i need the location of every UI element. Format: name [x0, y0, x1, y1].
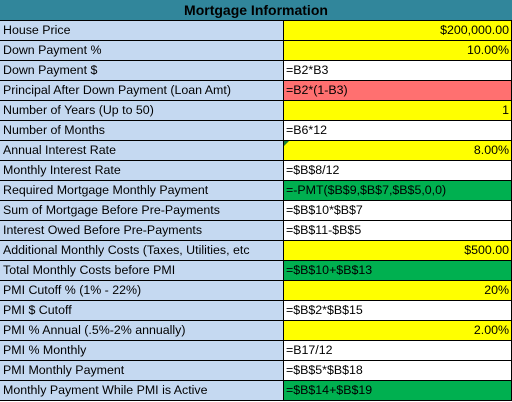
label-cell[interactable]: Total Monthly Costs before PMI: [0, 261, 284, 281]
value-cell[interactable]: =B17/12: [284, 341, 512, 361]
label-cell[interactable]: Required Mortgage Monthly Payment: [0, 181, 284, 201]
value-cell[interactable]: 20%: [284, 281, 512, 301]
label-cell[interactable]: Down Payment %: [0, 41, 284, 61]
table-row: PMI % Annual (.5%-2% annually) 2.00%: [0, 321, 512, 341]
label-cell[interactable]: Additional Monthly Costs (Taxes, Utiliti…: [0, 241, 284, 261]
label-cell[interactable]: PMI Cutoff % (1% - 22%): [0, 281, 284, 301]
table-row: PMI $ Cutoff =$B$2*$B$15: [0, 301, 512, 321]
table-row: Down Payment $ =B2*B3: [0, 61, 512, 81]
label-cell[interactable]: Principal After Down Payment (Loan Amt): [0, 81, 284, 101]
table-row: Annual Interest Rate 8.00%: [0, 141, 512, 161]
label-cell[interactable]: PMI % Annual (.5%-2% annually): [0, 321, 284, 341]
label-cell[interactable]: Sum of Mortgage Before Pre-Payments: [0, 201, 284, 221]
label-cell[interactable]: PMI Monthly Payment: [0, 361, 284, 381]
value-cell[interactable]: =$B$2*$B$15: [284, 301, 512, 321]
table-row: Sum of Mortgage Before Pre-Payments =$B$1…: [0, 201, 512, 221]
header-cell-mortgage-information[interactable]: Mortgage Information: [0, 0, 512, 21]
value-cell[interactable]: $200,000.00: [284, 21, 512, 41]
value-cell[interactable]: =$B$8/12: [284, 161, 512, 181]
table-row: Down Payment % 10.00%: [0, 41, 512, 61]
table-row: Number of Years (Up to 50) 1: [0, 101, 512, 121]
value-cell[interactable]: =$B$5*$B$18: [284, 361, 512, 381]
table-row: Additional Monthly Costs (Taxes, Utiliti…: [0, 241, 512, 261]
table-row: Number of Months =B6*12: [0, 121, 512, 141]
value-cell[interactable]: =$B$11-$B$5: [284, 221, 512, 241]
value-cell[interactable]: =$B$14+$B$19: [284, 381, 512, 401]
label-cell[interactable]: Annual Interest Rate: [0, 141, 284, 161]
value-cell[interactable]: =B2*B3: [284, 61, 512, 81]
table-row: PMI Monthly Payment =$B$5*$B$18: [0, 361, 512, 381]
label-cell[interactable]: Number of Months: [0, 121, 284, 141]
table-row: House Price $200,000.00: [0, 21, 512, 41]
label-cell[interactable]: PMI $ Cutoff: [0, 301, 284, 321]
value-cell[interactable]: 10.00%: [284, 41, 512, 61]
table-row: Principal After Down Payment (Loan Amt) =…: [0, 81, 512, 101]
table-row: Required Mortgage Monthly Payment =-PMT($…: [0, 181, 512, 201]
table-row: PMI % Monthly =B17/12: [0, 341, 512, 361]
label-cell[interactable]: Monthly Interest Rate: [0, 161, 284, 181]
table-row: PMI Cutoff % (1% - 22%) 20%: [0, 281, 512, 301]
value-cell[interactable]: $500.00: [284, 241, 512, 261]
table-row: Interest Owed Before Pre-Payments =$B$11-…: [0, 221, 512, 241]
table-row: Monthly Interest Rate =$B$8/12: [0, 161, 512, 181]
table-row: Monthly Payment While PMI is Active =$B$1…: [0, 381, 512, 401]
value-cell[interactable]: =B6*12: [284, 121, 512, 141]
data-rows: House Price $200,000.00 Down Payment % 10.0…: [0, 21, 512, 401]
label-cell[interactable]: PMI % Monthly: [0, 341, 284, 361]
value-cell[interactable]: 2.00%: [284, 321, 512, 341]
value-cell[interactable]: =$B$10+$B$13: [284, 261, 512, 281]
label-cell[interactable]: Number of Years (Up to 50): [0, 101, 284, 121]
value-cell[interactable]: 1: [284, 101, 512, 121]
value-cell[interactable]: =$B$10*$B$7: [284, 201, 512, 221]
sheet-title: Mortgage Information: [184, 2, 328, 18]
label-cell[interactable]: House Price: [0, 21, 284, 41]
label-cell[interactable]: Interest Owed Before Pre-Payments: [0, 221, 284, 241]
value-cell[interactable]: 8.00%: [284, 141, 512, 161]
label-cell[interactable]: Monthly Payment While PMI is Active: [0, 381, 284, 401]
value-cell[interactable]: =B2*(1-B3): [284, 81, 512, 101]
label-cell[interactable]: Down Payment $: [0, 61, 284, 81]
value-cell[interactable]: =-PMT($B$9,$B$7,$B$5,0,0): [284, 181, 512, 201]
table-row: Total Monthly Costs before PMI =$B$10+$B$…: [0, 261, 512, 281]
